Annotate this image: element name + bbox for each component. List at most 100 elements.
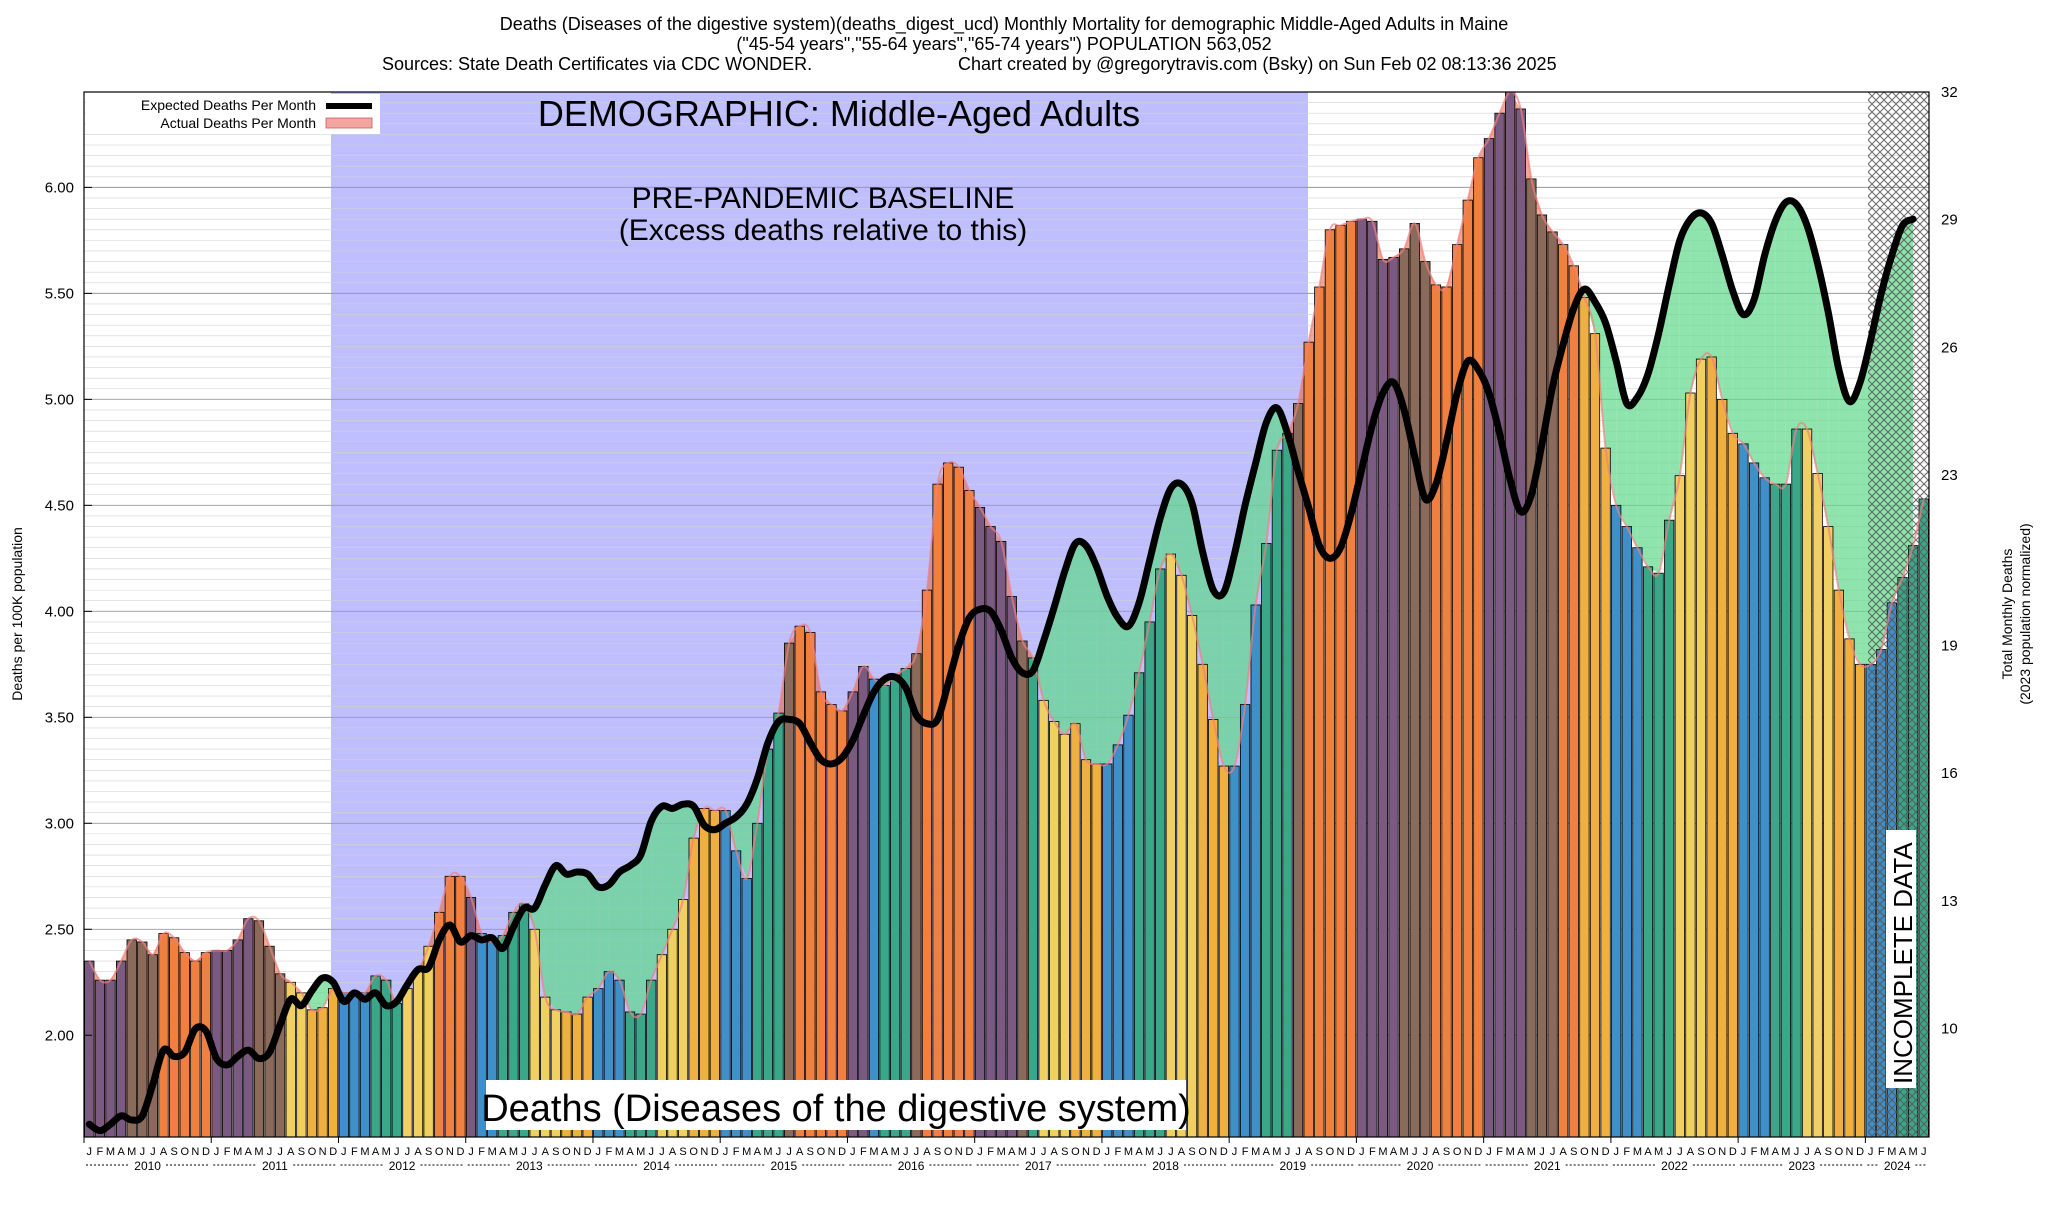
x-month-label: M bbox=[254, 1146, 263, 1158]
x-month-label: M bbox=[1378, 1146, 1387, 1158]
bar bbox=[423, 945, 434, 1137]
bar bbox=[338, 992, 349, 1137]
x-month-label: J bbox=[1030, 1146, 1036, 1158]
deficit-segment bbox=[555, 865, 567, 1012]
y-tick-label: 3.50 bbox=[45, 709, 74, 726]
y-axis-right-sublabel: (2023 population normalized) bbox=[2017, 523, 2033, 704]
x-month-label: S bbox=[1316, 1146, 1323, 1158]
y-tick-label: 5.00 bbox=[45, 391, 74, 408]
x-month-label: J bbox=[659, 1146, 665, 1158]
bar bbox=[1727, 432, 1738, 1137]
deficit-segment bbox=[1764, 221, 1776, 485]
bar bbox=[1239, 704, 1251, 1137]
bar bbox=[1674, 475, 1685, 1137]
x-month-label: M bbox=[1633, 1146, 1642, 1158]
x-year-label-bg bbox=[384, 1159, 421, 1172]
x-month-label: A bbox=[1263, 1146, 1271, 1158]
deficit-segment bbox=[1796, 204, 1808, 430]
bar bbox=[1462, 199, 1473, 1137]
demographic-label: DEMOGRAPHIC: Middle-Aged Adults bbox=[538, 93, 1140, 134]
x-month-label: A bbox=[754, 1146, 762, 1158]
x-month-label: N bbox=[955, 1146, 963, 1158]
y2-tick-label: 23 bbox=[1941, 467, 1958, 484]
deficit-segment bbox=[1075, 543, 1087, 760]
x-month-label: M bbox=[382, 1146, 391, 1158]
x-month-label: S bbox=[1188, 1146, 1195, 1158]
x-year-label-bg bbox=[511, 1159, 548, 1172]
x-month-label: S bbox=[1570, 1146, 1577, 1158]
x-month-label: F bbox=[1623, 1146, 1630, 1158]
x-month-label: A bbox=[1135, 1146, 1143, 1158]
x-month-label: O bbox=[562, 1146, 571, 1158]
x-month-label: N bbox=[700, 1146, 708, 1158]
x-month-label: A bbox=[1644, 1146, 1652, 1158]
bar bbox=[306, 1009, 318, 1137]
bar bbox=[232, 939, 243, 1137]
x-month-label: N bbox=[1464, 1146, 1472, 1158]
expected-deaths-line bbox=[85, 197, 1917, 1135]
y2-tick-label: 19 bbox=[1941, 637, 1958, 654]
bar bbox=[1695, 358, 1707, 1137]
x-month-label: J bbox=[786, 1146, 792, 1158]
bar bbox=[868, 678, 880, 1137]
bar bbox=[1229, 765, 1240, 1137]
bar bbox=[1186, 615, 1198, 1137]
bar bbox=[794, 625, 805, 1137]
x-month-label: S bbox=[552, 1146, 559, 1158]
x-month-label: M bbox=[1018, 1146, 1027, 1158]
bar bbox=[1144, 621, 1155, 1137]
x-month-label: D bbox=[838, 1146, 846, 1158]
x-year-label: 2020 bbox=[1407, 1159, 1434, 1173]
x-month-label: F bbox=[224, 1146, 231, 1158]
bar bbox=[1038, 699, 1049, 1137]
bar bbox=[1558, 244, 1569, 1137]
x-month-label: N bbox=[1591, 1146, 1599, 1158]
deficit-segment bbox=[651, 806, 662, 981]
deficit-segment bbox=[1807, 225, 1818, 474]
deficit-segment bbox=[1648, 333, 1659, 574]
bar bbox=[296, 992, 307, 1137]
y-axis-left: 2.00 2.50 3.00 3.50 4.00 4.50 5.00 5.50 6.00 bbox=[45, 179, 92, 1044]
x-month-label: A bbox=[1687, 1146, 1695, 1158]
x-month-label: O bbox=[944, 1146, 953, 1158]
x-month-label: N bbox=[191, 1146, 199, 1158]
x-month-label: J bbox=[394, 1146, 400, 1158]
bar bbox=[1706, 356, 1717, 1137]
deficit-segment bbox=[1637, 373, 1649, 567]
x-month-label: M bbox=[891, 1146, 900, 1158]
x-month-label: J bbox=[1921, 1146, 1927, 1158]
bar bbox=[1780, 483, 1791, 1137]
bar bbox=[1791, 428, 1802, 1137]
deficit-segment bbox=[736, 804, 747, 879]
x-month-label: A bbox=[1305, 1146, 1313, 1158]
x-month-label: J bbox=[776, 1146, 782, 1158]
bar bbox=[349, 992, 360, 1137]
x-month-label: A bbox=[117, 1146, 125, 1158]
bar bbox=[974, 507, 986, 1137]
x-month-label: J bbox=[1232, 1146, 1238, 1158]
x-month-label: J bbox=[596, 1146, 602, 1158]
bar bbox=[1664, 519, 1675, 1137]
deficit-segment bbox=[1754, 255, 1765, 478]
x-month-label: J bbox=[341, 1146, 347, 1158]
deficit-segment bbox=[534, 884, 546, 998]
x-year-label: 2011 bbox=[262, 1159, 288, 1173]
x-month-label: J bbox=[277, 1146, 283, 1158]
bar bbox=[964, 490, 975, 1137]
x-month-label: J bbox=[1285, 1146, 1291, 1158]
bar bbox=[317, 1007, 328, 1137]
deficit-segment bbox=[619, 865, 631, 1012]
bar bbox=[1123, 714, 1134, 1137]
bar bbox=[847, 691, 858, 1137]
cause-label-box bbox=[486, 1080, 1186, 1130]
x-month-label: A bbox=[1772, 1146, 1780, 1158]
chart-credit: Chart created by @gregorytravis.com (Bsk… bbox=[958, 54, 1557, 74]
bar bbox=[1049, 721, 1060, 1137]
x-month-label: F bbox=[1878, 1146, 1885, 1158]
bar bbox=[1282, 432, 1293, 1137]
x-month-label: J bbox=[1804, 1146, 1810, 1158]
bar bbox=[1430, 284, 1442, 1137]
x-month-label: N bbox=[828, 1146, 836, 1158]
x-month-label: M bbox=[997, 1146, 1006, 1158]
x-year-label: 2013 bbox=[516, 1159, 543, 1173]
